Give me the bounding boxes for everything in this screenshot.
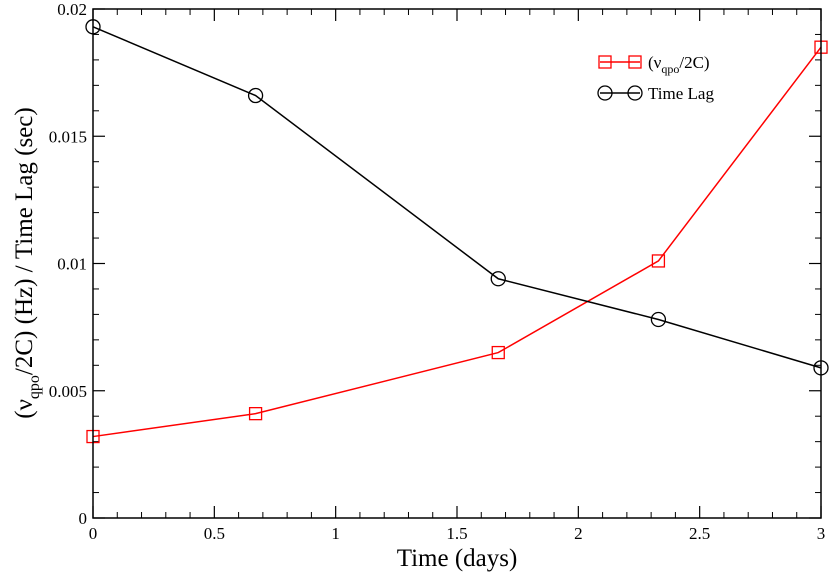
x-tick-label: 1.5	[446, 524, 467, 543]
x-tick-label: 0.5	[204, 524, 225, 543]
legend-marker-nu-qpo	[628, 55, 642, 69]
x-tick-label: 0	[89, 524, 98, 543]
data-point-time-lag	[247, 87, 264, 104]
data-point-nu-qpo	[491, 345, 505, 360]
y-tick-label: 0.01	[57, 255, 87, 274]
y-axis-title-suffix: /2C) (Hz) / Time Lag (sec)	[11, 107, 38, 375]
data-point-nu-qpo	[651, 254, 666, 268]
y-axis-title-subscript: qpo	[26, 375, 43, 399]
y-tick-label: 0.015	[49, 127, 87, 146]
x-tick-label: 2	[574, 524, 583, 543]
legend-marker-time-lag	[597, 85, 613, 101]
legend-marker-time-lag	[627, 85, 643, 101]
data-point-time-lag	[490, 271, 506, 287]
data-point-nu-qpo	[248, 407, 263, 421]
data-series-group	[85, 19, 829, 444]
legend-label-prefix: Time Lag	[648, 84, 714, 103]
y-axis-title: (νqpo/2C) (Hz) / Time Lag (sec)	[11, 107, 43, 418]
x-tick-label: 1	[331, 524, 340, 543]
plot-frame	[92, 8, 822, 519]
legend: (νqpo/2C) Time Lag	[597, 53, 714, 103]
y-tick-label: 0.02	[57, 0, 87, 19]
x-tick-label: 2.5	[689, 524, 710, 543]
y-axis-title-prefix: (ν	[11, 399, 38, 419]
x-axis-title: Time (days)	[397, 545, 518, 572]
series-line-time-lag	[92, 26, 822, 369]
legend-label-prefix: (ν	[648, 53, 662, 72]
tick-labels: 0 0.5 1 1.5 2 2.5 3 0 0.005 0.01 0.015 0.02	[49, 0, 826, 543]
legend-marker-nu-qpo	[598, 55, 612, 69]
series-line-nu-qpo	[92, 46, 822, 438]
y-tick-label: 0	[79, 509, 88, 528]
legend-label-suffix: /2C)	[679, 53, 709, 72]
legend-label-nu-qpo: (νqpo/2C)	[648, 53, 710, 76]
legend-label-time-lag: Time Lag	[648, 84, 714, 103]
legend-label-subscript: qpo	[661, 62, 679, 76]
y-tick-label: 0.005	[49, 382, 87, 401]
data-point-time-lag	[650, 311, 667, 328]
x-tick-label: 3	[817, 524, 826, 543]
